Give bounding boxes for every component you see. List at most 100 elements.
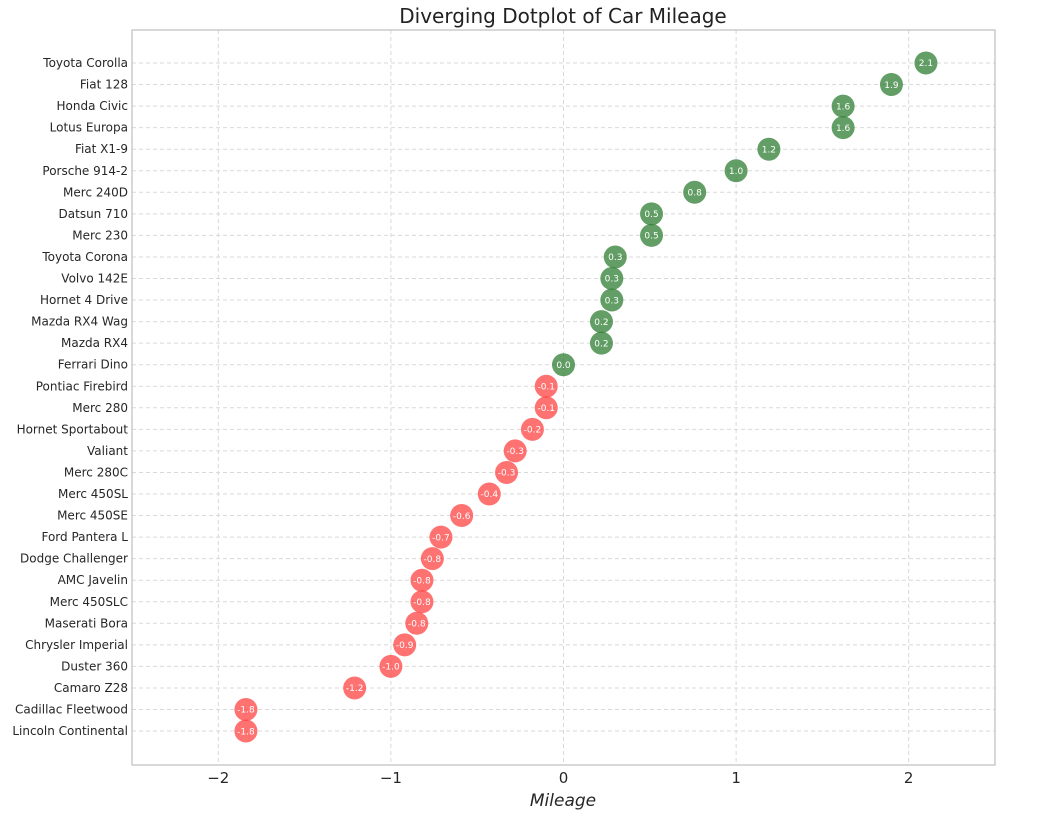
data-label: -0.2	[524, 426, 542, 436]
y-tick-label: Hornet 4 Drive	[40, 293, 128, 307]
data-point	[552, 353, 575, 377]
y-tick-label: Honda Civic	[56, 99, 128, 113]
data-label: -0.9	[396, 641, 414, 651]
data-label: 0.2	[594, 318, 608, 328]
data-points: 2.1 1.9 1.6 1.6 1.2 1.0 0.8 0.5 0.5 0.3 0.3 0.3 0.2 0…	[234, 51, 938, 743]
data-point	[534, 374, 558, 398]
data-point	[429, 525, 453, 549]
y-tick-label: Mazda RX4	[61, 336, 128, 350]
x-axis-label: Mileage	[530, 791, 596, 811]
data-point	[589, 310, 613, 334]
y-tick-label: Fiat 128	[80, 78, 128, 92]
data-point	[600, 288, 624, 312]
data-label: -1.2	[346, 684, 364, 694]
y-tick-label: Mazda RX4 Wag	[31, 315, 128, 329]
data-point	[831, 116, 855, 140]
data-point	[879, 73, 903, 97]
data-point	[450, 504, 474, 528]
data-point	[343, 676, 367, 700]
data-label: -0.7	[432, 533, 450, 543]
data-point	[520, 417, 544, 441]
data-point	[600, 267, 624, 290]
data-label: 0.5	[644, 232, 658, 242]
data-point	[410, 568, 434, 592]
data-label: -0.4	[481, 490, 499, 500]
data-point	[420, 547, 444, 571]
y-tick-label: Merc 280C	[64, 465, 128, 479]
x-tick-labels: −2 −1 0 1 2	[207, 769, 913, 787]
data-point	[914, 51, 938, 75]
data-point	[379, 654, 403, 678]
data-point	[495, 460, 519, 484]
data-label: -0.3	[498, 469, 516, 479]
data-label: 0.3	[608, 253, 622, 263]
y-tick-labels: Toyota Corolla Fiat 128 Honda Civic Lotus E…	[12, 56, 128, 738]
y-tick-label: Lotus Europa	[50, 121, 128, 135]
data-point	[234, 698, 258, 721]
y-tick-label: Volvo 142E	[61, 272, 128, 286]
data-point	[757, 137, 781, 161]
data-point	[410, 590, 434, 614]
y-tick-label: Valiant	[87, 444, 128, 458]
data-label: 1.6	[836, 124, 851, 134]
y-tick-label: Pontiac Firebird	[36, 379, 128, 393]
y-tick-label: Dodge Challenger	[20, 552, 128, 566]
data-label: 0.3	[605, 275, 619, 285]
y-tick-label: Cadillac Fleetwood	[15, 703, 128, 717]
data-point	[503, 439, 527, 463]
data-point	[683, 180, 707, 204]
data-label: 2.1	[919, 59, 933, 69]
x-tick-label: −1	[380, 769, 402, 787]
plot-frame	[131, 29, 996, 766]
data-label: -0.8	[424, 555, 442, 565]
x-tick-label: 0	[559, 769, 569, 787]
data-point	[589, 331, 613, 355]
data-point	[234, 719, 258, 743]
data-point	[640, 202, 664, 226]
x-tick-label: −2	[207, 769, 229, 787]
y-tick-label: Hornet Sportabout	[17, 422, 129, 436]
data-label: -0.8	[408, 620, 426, 630]
data-point	[405, 611, 429, 635]
data-point	[640, 223, 664, 247]
data-label: -0.6	[453, 512, 471, 522]
y-tick-label: Porsche 914-2	[42, 164, 128, 178]
y-tick-label: Merc 450SL	[58, 487, 128, 501]
data-label: 0.2	[594, 339, 608, 349]
data-label: 1.6	[836, 102, 851, 112]
data-label: -0.1	[537, 404, 555, 414]
y-tick-label: Ford Pantera L	[41, 530, 128, 544]
y-tick-label: Chrysler Imperial	[25, 638, 128, 652]
data-point	[393, 633, 417, 657]
data-label: -1.8	[237, 727, 255, 737]
data-label: 0.8	[688, 189, 703, 199]
data-label: 0.3	[605, 296, 619, 306]
y-tick-label: Ferrari Dino	[58, 358, 128, 372]
y-tick-label: Merc 240D	[63, 185, 128, 199]
y-tick-label: Lincoln Continental	[12, 724, 128, 738]
data-label: 1.0	[729, 167, 744, 177]
data-label: 0.0	[556, 361, 571, 371]
y-tick-label: Toyota Corolla	[42, 56, 128, 70]
y-tick-label: Maserati Bora	[45, 616, 128, 630]
y-tick-label: Merc 450SLC	[50, 595, 128, 609]
data-point	[477, 482, 501, 506]
y-tick-label: Datsun 710	[59, 207, 128, 221]
chart-title: Diverging Dotplot of Car Mileage	[399, 4, 726, 28]
y-tick-label: Duster 360	[61, 659, 128, 673]
data-label: 1.9	[884, 81, 899, 91]
data-label: -0.1	[537, 382, 555, 392]
y-tick-label: Merc 280	[72, 401, 128, 415]
y-tick-label: Toyota Corona	[41, 250, 128, 264]
data-label: -0.3	[506, 447, 524, 457]
data-point	[603, 245, 627, 269]
data-point	[534, 396, 558, 420]
data-point	[831, 94, 855, 118]
y-tick-label: Fiat X1-9	[75, 142, 128, 156]
data-label: -0.8	[413, 598, 431, 608]
x-tick-label: 1	[731, 769, 741, 787]
y-tick-label: Merc 230	[72, 228, 128, 242]
y-tick-label: Camaro Z28	[54, 681, 128, 695]
y-tick-label: AMC Javelin	[58, 573, 128, 587]
